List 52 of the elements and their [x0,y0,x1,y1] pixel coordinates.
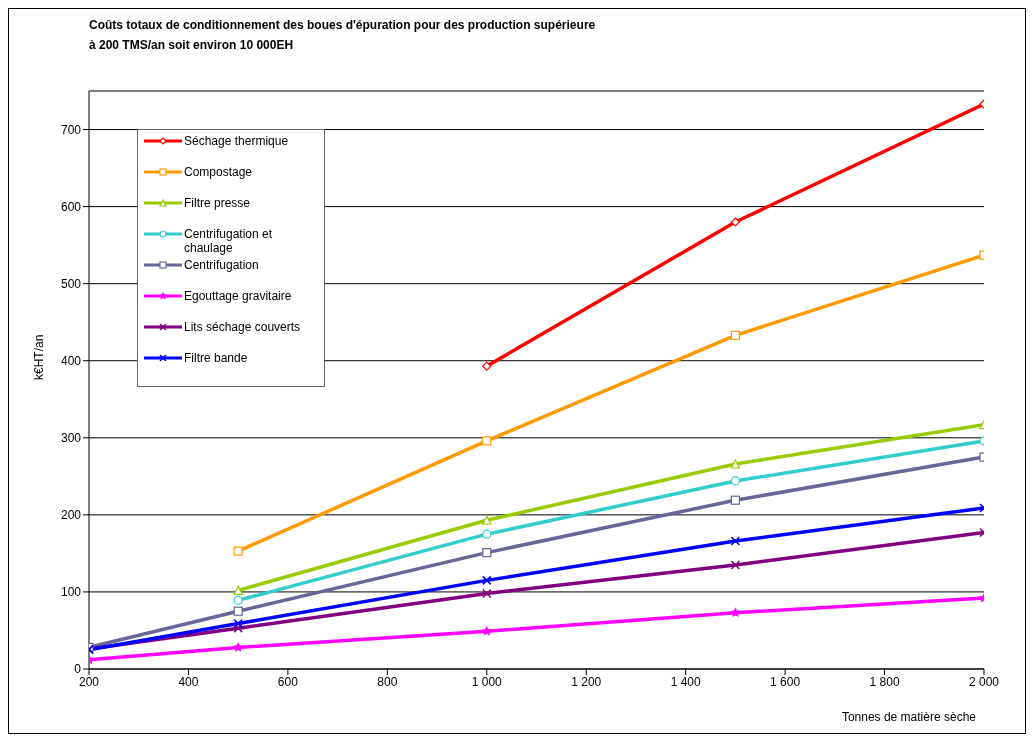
y-tick-label: 200 [60,508,82,523]
legend-label: Filtre bande [184,351,248,365]
x-tick-label: 800 [377,674,398,689]
x-tick-label: 1 000 [471,674,503,689]
legend-label: Centrifugation [184,258,259,272]
legend-label: Compostage [184,165,253,179]
point [730,560,741,570]
x-tick-label: 1 200 [571,674,602,689]
point [233,618,243,629]
y-tick-label: 700 [60,122,82,137]
point [482,575,492,586]
point [233,623,243,633]
legend-label: Lits séchage couverts [184,320,301,334]
x-tick-label: 200 [78,674,100,689]
point [482,588,492,599]
x-axis-title: Tonnes de matière sèche [841,710,977,724]
x-tick-label: 1 600 [770,674,801,689]
point [233,585,243,595]
x-tick-label: 2 000 [968,674,1000,689]
y-tick-label: 600 [60,199,82,214]
point [482,548,492,558]
y-tick-label: 100 [60,585,82,600]
legend-label: Egouttage gravitaire [184,289,292,303]
point [233,546,243,556]
y-tick-label: 300 [60,431,82,446]
x-tick-label: 400 [178,674,199,689]
y-tick-label: 500 [60,276,82,291]
point [730,217,740,227]
point [730,495,740,505]
point [730,536,741,546]
point [482,436,492,446]
point [730,459,740,469]
y-tick-label: 400 [60,353,82,368]
point [730,476,740,486]
point [233,606,243,616]
point [482,361,492,371]
point [233,595,243,606]
legend-label: Filtre presse [184,196,251,210]
point [233,642,243,652]
point [482,515,492,525]
point [730,330,740,340]
y-axis-title: k€HT/an [32,334,47,380]
legend-label: Séchage thermique [184,134,289,148]
legend-label: Centrifugation et chaulage [184,227,274,255]
point [482,626,492,636]
y-tick-label: 0 [74,662,82,677]
x-tick-label: 1 400 [670,674,702,689]
point [730,608,740,617]
chart-title: Coûts totaux de conditionnement des boues d'épuration pour des production supérieure à 200 TMS/an soit environ 10 000EH [89,17,596,54]
x-tick-label: 1 800 [869,674,900,689]
point [482,529,492,539]
x-tick-label: 600 [277,674,299,689]
